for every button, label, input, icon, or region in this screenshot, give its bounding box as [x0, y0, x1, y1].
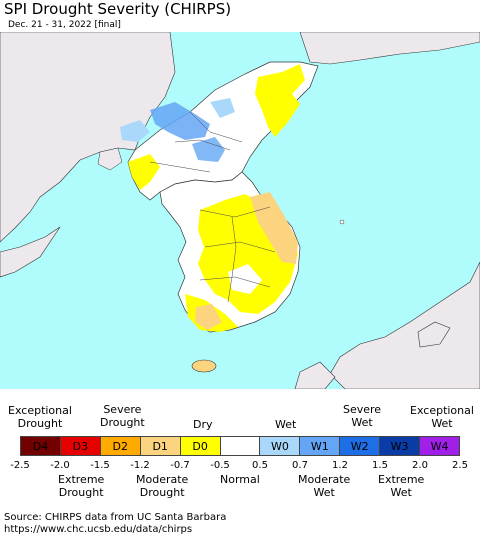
legend-tick: -2.0: [50, 460, 70, 471]
source-url: https://www.chc.ucsb.edu/data/chirps: [4, 524, 193, 535]
map-subtitle: Dec. 21 - 31, 2022 [final]: [8, 20, 121, 30]
jeju-island: [191, 359, 217, 373]
legend-tick: -0.5: [210, 460, 230, 471]
sk-moderate-drought-east: [250, 192, 298, 264]
japan-island: [417, 321, 451, 348]
japan-kyushu: [294, 361, 336, 389]
province-borders: [149, 111, 276, 303]
legend-swatch-w3: W3: [380, 437, 421, 455]
legend-label-normal: Normal: [220, 473, 260, 486]
china-peninsula: [0, 226, 61, 278]
legend-tick: -1.2: [130, 460, 150, 471]
legend-label-exceptional-wet: Exceptional Wet: [410, 404, 474, 430]
nk-moderate-wet-2: [192, 137, 225, 162]
legend-tick: 0.7: [292, 460, 308, 471]
nk-dry-west: [128, 154, 160, 190]
legend-label-severe-drought: Severe Drought: [100, 403, 145, 429]
legend-label-dry: Dry: [193, 418, 213, 431]
legend-label-exceptional-drought: Exceptional Drought: [8, 404, 72, 430]
legend-tick: 2.5: [452, 460, 468, 471]
legend-tick: -2.5: [10, 460, 30, 471]
ulleung-island: [339, 219, 345, 225]
legend-tick: 1.2: [332, 460, 348, 471]
legend-label-moderate-drought: Moderate Drought: [136, 473, 189, 499]
nk-moderate-wet-1: [150, 102, 210, 140]
legend-tick: -0.7: [170, 460, 190, 471]
legend-swatch-d3: D3: [60, 437, 101, 455]
sk-moderate-drought-south: [195, 304, 222, 330]
source-text: Source: CHIRPS data from UC Santa Barbar…: [4, 512, 227, 523]
legend-swatch-w0: W0: [260, 437, 301, 455]
legend-label-extreme-wet: Extreme Wet: [378, 473, 425, 499]
legend-swatch-w4: W4: [420, 437, 459, 455]
legend-tick: 1.5: [372, 460, 388, 471]
japan-honshu: [329, 261, 480, 389]
liaodong-coast: [97, 147, 123, 171]
nk-wet-2: [210, 98, 235, 118]
legend-swatch-d2: D2: [100, 437, 141, 455]
nk-wet-1: [120, 120, 150, 142]
legend-swatch-w1: W1: [300, 437, 341, 455]
legend-label-severe-wet: Severe Wet: [343, 403, 382, 429]
legend-swatch-d0: D0: [180, 437, 221, 455]
legend-swatch-d1: D1: [140, 437, 181, 455]
legend-tick: 0.5: [252, 460, 268, 471]
legend-swatch-normal: [220, 437, 261, 455]
legend-swatch-w2: W2: [340, 437, 381, 455]
legend-label-moderate-wet: Moderate Wet: [298, 473, 351, 499]
legend-label-wet: Wet: [275, 418, 297, 431]
map-title: SPI Drought Severity (CHIRPS): [4, 0, 232, 18]
legend-color-bar: D4 D3 D2 D1 D0 W0 W1 W2 W3 W4: [20, 436, 460, 456]
sk-normal-pocket: [228, 264, 262, 294]
nk-dry-northeast: [255, 64, 305, 137]
legend-tick: -1.5: [90, 460, 110, 471]
legend-label-extreme-drought: Extreme Drought: [58, 473, 105, 499]
legend-swatch-d4: D4: [21, 437, 61, 455]
russia-landmass: [299, 32, 480, 65]
legend-tick: 2.0: [412, 460, 428, 471]
drought-map: [0, 32, 480, 389]
